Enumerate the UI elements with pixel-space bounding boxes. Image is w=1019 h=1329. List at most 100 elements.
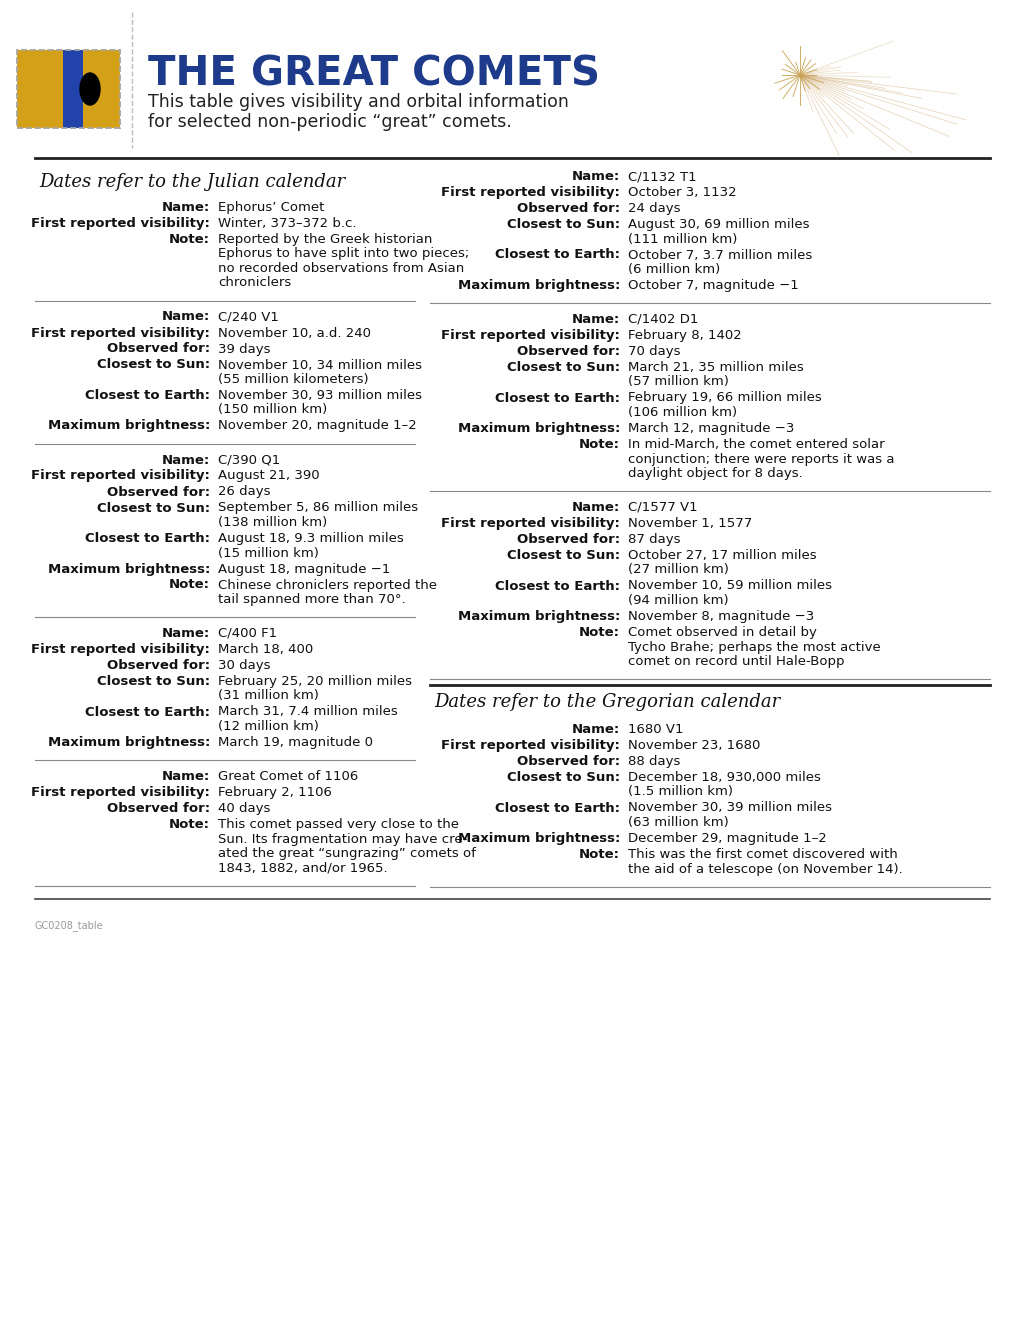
Text: February 19, 66 million miles: February 19, 66 million miles: [628, 392, 821, 404]
Text: Closest to Earth:: Closest to Earth:: [494, 801, 620, 815]
Text: Closest to Earth:: Closest to Earth:: [494, 249, 620, 262]
Text: Name:: Name:: [572, 314, 620, 326]
Text: August 21, 390: August 21, 390: [218, 469, 319, 482]
Text: Note:: Note:: [579, 439, 620, 451]
Text: Maximum brightness:: Maximum brightness:: [48, 562, 210, 575]
Text: Chinese chroniclers reported the: Chinese chroniclers reported the: [218, 578, 436, 591]
Text: March 19, magnitude 0: March 19, magnitude 0: [218, 736, 373, 750]
Text: Closest to Sun:: Closest to Sun:: [506, 549, 620, 562]
Bar: [63, 51, 83, 128]
Text: GC0208_table: GC0208_table: [35, 921, 104, 932]
Text: Observed for:: Observed for:: [107, 659, 210, 672]
Text: conjunction; there were reports it was a: conjunction; there were reports it was a: [628, 452, 894, 465]
Text: Closest to Sun:: Closest to Sun:: [97, 675, 210, 688]
Text: (6 million km): (6 million km): [628, 263, 719, 276]
Text: Tycho Brahe; perhaps the most active: Tycho Brahe; perhaps the most active: [628, 641, 879, 654]
Text: 1680 V1: 1680 V1: [628, 723, 683, 736]
Text: ated the great “sungrazing” comets of: ated the great “sungrazing” comets of: [218, 847, 476, 860]
Text: tail spanned more than 70°.: tail spanned more than 70°.: [218, 593, 406, 606]
Text: (27 million km): (27 million km): [628, 563, 729, 577]
Text: C/1402 D1: C/1402 D1: [628, 314, 698, 326]
Text: Observed for:: Observed for:: [107, 485, 210, 498]
Text: November 8, magnitude −3: November 8, magnitude −3: [628, 610, 813, 623]
Text: First reported visibility:: First reported visibility:: [32, 643, 210, 657]
Text: C/240 V1: C/240 V1: [218, 311, 278, 323]
Text: chroniclers: chroniclers: [218, 276, 291, 290]
Text: (1.5 million km): (1.5 million km): [628, 785, 733, 799]
Text: First reported visibility:: First reported visibility:: [32, 217, 210, 230]
Text: November 10, 34 million miles: November 10, 34 million miles: [218, 359, 422, 372]
Text: 39 days: 39 days: [218, 343, 270, 355]
Text: 24 days: 24 days: [628, 202, 680, 215]
Text: (12 million km): (12 million km): [218, 720, 319, 734]
Text: C/1577 V1: C/1577 V1: [628, 501, 697, 514]
Text: Observed for:: Observed for:: [107, 343, 210, 355]
Text: Observed for:: Observed for:: [517, 533, 620, 546]
Text: (106 million km): (106 million km): [628, 405, 737, 419]
Text: (138 million km): (138 million km): [218, 516, 327, 529]
Text: November 1, 1577: November 1, 1577: [628, 517, 752, 530]
Text: Maximum brightness:: Maximum brightness:: [48, 736, 210, 750]
Text: November 10, a.d. 240: November 10, a.d. 240: [218, 327, 371, 339]
Text: comet on record until Hale-Bopp: comet on record until Hale-Bopp: [628, 655, 844, 668]
Text: Great Comet of 1106: Great Comet of 1106: [218, 769, 358, 783]
Text: C/1132 T1: C/1132 T1: [628, 170, 696, 183]
Text: First reported visibility:: First reported visibility:: [440, 517, 620, 530]
Text: This comet passed very close to the: This comet passed very close to the: [218, 819, 459, 831]
Text: Closest to Earth:: Closest to Earth:: [85, 532, 210, 545]
Text: March 18, 400: March 18, 400: [218, 643, 313, 657]
Text: First reported visibility:: First reported visibility:: [32, 469, 210, 482]
Text: (55 million kilometers): (55 million kilometers): [218, 373, 368, 385]
Text: October 27, 17 million miles: October 27, 17 million miles: [628, 549, 816, 562]
Text: Name:: Name:: [162, 627, 210, 641]
Text: Closest to Sun:: Closest to Sun:: [506, 361, 620, 373]
Text: Dates refer to the Julian calendar: Dates refer to the Julian calendar: [39, 173, 344, 191]
Text: Observed for:: Observed for:: [517, 202, 620, 215]
Text: (94 million km): (94 million km): [628, 594, 728, 607]
Text: (63 million km): (63 million km): [628, 816, 728, 829]
Text: February 2, 1106: February 2, 1106: [218, 785, 331, 799]
Text: Winter, 373–372 b.c.: Winter, 373–372 b.c.: [218, 217, 357, 230]
Text: Name:: Name:: [162, 769, 210, 783]
Text: Observed for:: Observed for:: [517, 346, 620, 358]
Text: Maximum brightness:: Maximum brightness:: [48, 420, 210, 432]
Text: C/390 Q1: C/390 Q1: [218, 453, 280, 466]
Text: March 21, 35 million miles: March 21, 35 million miles: [628, 361, 803, 373]
Text: Note:: Note:: [579, 848, 620, 861]
Text: November 23, 1680: November 23, 1680: [628, 739, 759, 752]
Text: February 25, 20 million miles: February 25, 20 million miles: [218, 675, 412, 688]
Text: December 29, magnitude 1–2: December 29, magnitude 1–2: [628, 832, 826, 845]
Text: First reported visibility:: First reported visibility:: [440, 739, 620, 752]
Text: for selected non-periodic “great” comets.: for selected non-periodic “great” comets…: [148, 113, 512, 132]
Text: 1843, 1882, and/or 1965.: 1843, 1882, and/or 1965.: [218, 861, 387, 874]
Text: THE GREAT COMETS: THE GREAT COMETS: [148, 54, 599, 94]
Bar: [17, 51, 120, 128]
Text: the aid of a telescope (on November 14).: the aid of a telescope (on November 14).: [628, 863, 902, 876]
Text: Closest to Earth:: Closest to Earth:: [494, 579, 620, 593]
Text: First reported visibility:: First reported visibility:: [440, 186, 620, 199]
Text: Maximum brightness:: Maximum brightness:: [458, 610, 620, 623]
Text: March 31, 7.4 million miles: March 31, 7.4 million miles: [218, 706, 397, 719]
Text: December 18, 930,000 miles: December 18, 930,000 miles: [628, 771, 820, 784]
Text: Note:: Note:: [169, 819, 210, 831]
Text: November 30, 93 million miles: November 30, 93 million miles: [218, 389, 422, 401]
Text: February 8, 1402: February 8, 1402: [628, 330, 741, 342]
Text: Maximum brightness:: Maximum brightness:: [458, 423, 620, 435]
Text: Name:: Name:: [162, 201, 210, 214]
Text: Name:: Name:: [572, 723, 620, 736]
Text: no recorded observations from Asian: no recorded observations from Asian: [218, 262, 464, 275]
Text: Name:: Name:: [572, 501, 620, 514]
Text: Reported by the Greek historian: Reported by the Greek historian: [218, 233, 432, 246]
Text: 87 days: 87 days: [628, 533, 680, 546]
Text: November 20, magnitude 1–2: November 20, magnitude 1–2: [218, 420, 417, 432]
Bar: [17, 51, 120, 128]
Text: Closest to Earth:: Closest to Earth:: [494, 392, 620, 404]
Text: Note:: Note:: [579, 626, 620, 639]
Text: First reported visibility:: First reported visibility:: [32, 327, 210, 339]
Text: (15 million km): (15 million km): [218, 546, 319, 560]
Text: Note:: Note:: [169, 233, 210, 246]
Text: (111 million km): (111 million km): [628, 233, 737, 246]
Text: Closest to Sun:: Closest to Sun:: [97, 501, 210, 514]
Text: Closest to Sun:: Closest to Sun:: [506, 771, 620, 784]
Text: August 30, 69 million miles: August 30, 69 million miles: [628, 218, 809, 231]
